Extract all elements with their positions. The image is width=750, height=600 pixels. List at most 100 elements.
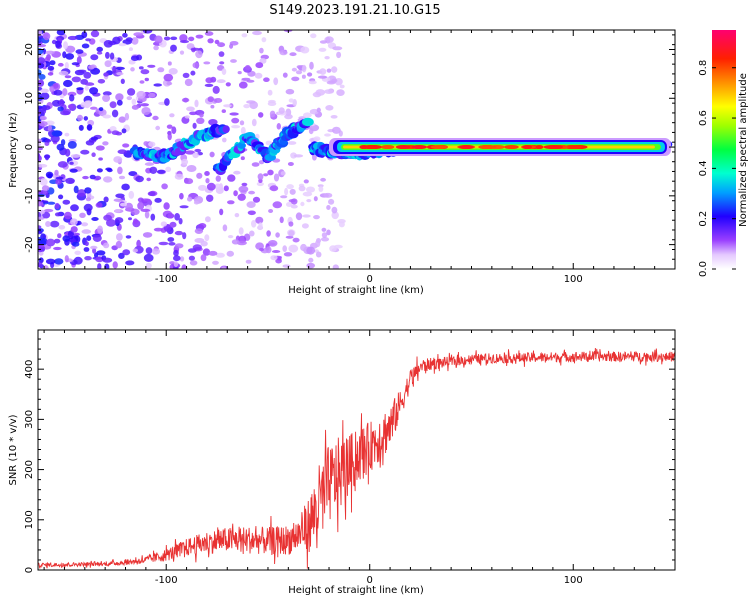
spectral-speckle xyxy=(51,130,62,137)
spectral-speckle xyxy=(56,143,65,151)
spectral-speckle xyxy=(172,266,179,269)
spectral-speckle xyxy=(114,217,124,224)
spectral-speckle xyxy=(70,204,79,212)
spectral-speckle xyxy=(116,72,124,76)
spectral-speckle xyxy=(60,139,66,146)
spectral-speckle xyxy=(113,198,123,202)
spectral-speckle xyxy=(319,68,327,75)
spectral-speckle xyxy=(284,114,293,120)
spectral-speckle xyxy=(122,32,128,38)
spectral-speckle xyxy=(192,122,197,129)
spectral-speckle xyxy=(257,173,264,181)
spectral-speckle xyxy=(116,233,123,241)
spectral-speckle xyxy=(326,80,336,85)
spectral-speckle xyxy=(79,212,86,218)
spectral-speckle xyxy=(128,47,133,51)
spectral-speckle xyxy=(64,61,69,70)
spectral-speckle xyxy=(205,77,214,84)
spectral-speckle xyxy=(329,245,337,252)
spectral-speckle xyxy=(221,266,227,269)
spectral-speckle xyxy=(65,53,75,60)
spectral-speckle xyxy=(58,225,66,230)
spectrogram-y-label: Frequency (Hz) xyxy=(8,112,19,188)
spectral-speckle xyxy=(316,107,321,113)
spectral-speckle xyxy=(64,255,69,263)
spectral-speckle xyxy=(237,71,242,75)
spectral-speckle xyxy=(137,197,144,203)
spectral-speckle xyxy=(306,246,316,255)
spectral-speckle xyxy=(69,161,74,165)
spectral-speckle xyxy=(62,235,70,242)
snr-y-label: SNR (10 * v/v) xyxy=(8,414,19,485)
spectral-speckle xyxy=(251,118,257,127)
spectral-speckle xyxy=(38,121,48,127)
spectral-speckle xyxy=(116,99,123,106)
spectral-speckle xyxy=(69,168,78,173)
spectral-speckle xyxy=(38,236,43,244)
spectral-speckle xyxy=(200,240,208,247)
spectral-speckle xyxy=(38,37,42,44)
spectral-speckle xyxy=(214,98,223,103)
spectral-speckle xyxy=(168,68,178,75)
spectral-speckle xyxy=(212,260,219,265)
spectral-speckle xyxy=(94,175,102,181)
spectral-speckle xyxy=(38,244,45,248)
spectral-speckle xyxy=(339,84,345,89)
spectral-speckle xyxy=(63,79,73,88)
spectral-speckle xyxy=(147,191,156,196)
spectral-speckle xyxy=(246,100,256,104)
spectral-speckle xyxy=(64,211,72,220)
spectral-speckle xyxy=(106,219,116,227)
spectral-speckle xyxy=(144,162,154,166)
spectral-speckle xyxy=(182,72,190,78)
y-tick-label: 10 xyxy=(24,92,35,105)
spectral-speckle xyxy=(53,238,61,244)
spectral-speckle xyxy=(179,34,188,42)
spectral-speckle xyxy=(196,117,205,125)
spectral-speckle xyxy=(288,221,294,227)
spectral-speckle xyxy=(292,237,300,243)
spectral-speckle xyxy=(190,70,196,76)
spectral-speckle xyxy=(234,213,240,218)
spectral-speckle xyxy=(263,173,269,177)
spectral-speckle xyxy=(143,253,154,262)
spectral-speckle xyxy=(273,77,279,86)
spectral-speckle xyxy=(184,178,194,185)
spectral-speckle xyxy=(310,33,317,39)
x-tick-label: -100 xyxy=(155,274,178,285)
spectral-speckle xyxy=(204,83,214,87)
spectral-speckle xyxy=(285,235,294,239)
spectral-speckle xyxy=(77,114,83,121)
spectral-speckle xyxy=(42,32,51,41)
spectral-speckle xyxy=(181,158,189,166)
spectral-speckle xyxy=(157,67,165,73)
spectral-speckle xyxy=(103,196,109,203)
spectral-speckle xyxy=(38,57,46,64)
spectral-speckle xyxy=(233,190,238,197)
spectral-speckle xyxy=(78,124,84,131)
spectral-speckle xyxy=(317,75,328,79)
spectral-speckle xyxy=(247,210,256,216)
spectral-speckle xyxy=(325,105,334,111)
x-tick-label: 0 xyxy=(367,274,373,285)
spectral-speckle xyxy=(179,256,185,262)
spectral-speckle xyxy=(153,45,159,51)
spectral-speckle xyxy=(241,182,248,187)
spectral-speckle xyxy=(293,154,304,158)
colorbar-ticks: 0.0 0.2 0.4 0.6 0.8 xyxy=(698,60,736,277)
spectral-speckle xyxy=(38,261,43,268)
spectral-speckle xyxy=(50,134,60,143)
spectral-speckle xyxy=(65,177,75,184)
spectral-speckle xyxy=(95,145,105,151)
spectral-speckle xyxy=(245,65,251,70)
spectral-speckle xyxy=(290,198,298,205)
y-tick-label: 20 xyxy=(24,43,35,56)
spectral-speckle xyxy=(112,36,121,45)
spectral-speckle xyxy=(115,93,124,101)
spectral-speckle xyxy=(283,252,293,257)
spectral-speckle xyxy=(39,115,47,121)
spectral-speckle xyxy=(287,141,297,145)
spectral-speckle xyxy=(181,97,190,103)
spectral-speckle xyxy=(96,168,103,173)
band-peak xyxy=(522,145,533,150)
